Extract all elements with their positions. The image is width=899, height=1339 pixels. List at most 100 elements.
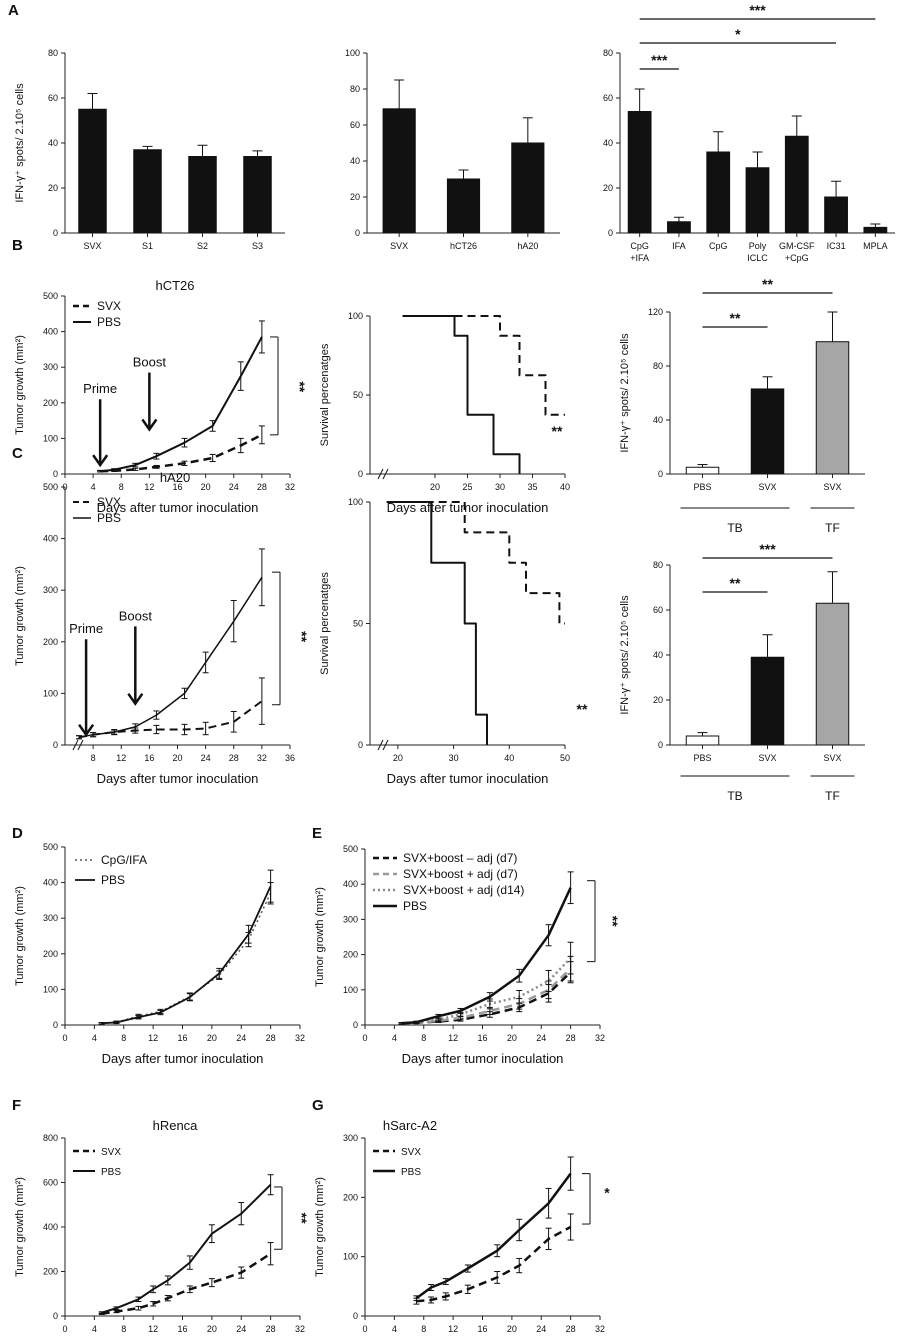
legend-label: PBS [97, 315, 121, 329]
x-tick-label: 4 [392, 1033, 397, 1043]
chart-B2: 0 50 100 Survival percenatges 20 25 30 35 40 Days… [319, 311, 570, 515]
y-tick-label: 100 [348, 497, 363, 507]
bar [815, 341, 850, 475]
y-tick-label: 100 [43, 688, 58, 698]
category-label: SVX [390, 241, 408, 251]
chart-B3: 0 40 80 120 IFN-γ⁺ spots/ 2.10⁵ cells PBS SVX S… [619, 276, 865, 535]
x-tick-label: 12 [148, 1324, 158, 1334]
y-axis-label: IFN-γ⁺ spots/ 2.10⁵ cells [619, 595, 631, 715]
x-tick-label: 0 [62, 1324, 67, 1334]
series-line [100, 336, 263, 473]
bar [784, 135, 809, 234]
x-tick-label: 35 [527, 482, 537, 492]
series-line [402, 315, 521, 474]
y-axis-label: Tumor growth (mm²) [14, 335, 26, 435]
y-tick-label: 100 [345, 48, 360, 58]
legend-label: SVX+boost + adj (d14) [403, 883, 524, 897]
x-tick-label: 28 [229, 753, 239, 763]
series-line [101, 1183, 272, 1314]
bar [685, 735, 720, 746]
y-tick-label: 80 [603, 48, 613, 58]
bar [511, 142, 545, 234]
x-tick-label: 20 [201, 482, 211, 492]
y-tick-label: 100 [43, 984, 58, 994]
y-tick-label: 0 [358, 740, 363, 750]
y-tick-label: 300 [43, 585, 58, 595]
panel-label: G [312, 1097, 324, 1114]
legend-label: SVX+boost – adj (d7) [403, 851, 517, 865]
x-tick-label: 32 [285, 482, 295, 492]
x-tick-label: 24 [236, 1324, 246, 1334]
x-tick-label: 28 [266, 1324, 276, 1334]
bar [685, 466, 720, 475]
chart-title: hRenca [153, 1118, 199, 1133]
y-tick-label: 600 [43, 1178, 58, 1188]
category-label: SVX [83, 241, 101, 251]
series-line [78, 576, 263, 739]
group-label: TF [825, 789, 840, 803]
x-tick-label: 32 [295, 1324, 305, 1334]
legend-label: PBS [101, 1167, 121, 1178]
x-tick-label: 20 [207, 1033, 217, 1043]
group-label: TB [727, 521, 742, 535]
significance-label: ** [762, 276, 773, 292]
y-axis-label: IFN-γ⁺ spots/ 2.10⁵ cells [14, 83, 26, 203]
legend-label: SVX [401, 1147, 421, 1158]
bar [706, 151, 731, 234]
y-tick-label: 60 [350, 120, 360, 130]
arrow-head [141, 418, 158, 432]
x-tick-label: 12 [116, 753, 126, 763]
legend-label: PBS [403, 899, 427, 913]
significance-label: ** [292, 381, 308, 392]
x-tick-label: 24 [236, 1033, 246, 1043]
x-tick-label: 0 [62, 1033, 67, 1043]
x-tick-label: 8 [119, 482, 124, 492]
y-tick-label: 20 [48, 183, 58, 193]
chart-title: hSarc-A2 [383, 1118, 437, 1133]
category-label: hCT26 [450, 241, 477, 251]
x-tick-label: 40 [504, 753, 514, 763]
y-tick-label: 800 [43, 1133, 58, 1143]
y-axis-label: Tumor growth (mm²) [14, 1177, 26, 1277]
y-tick-label: 100 [343, 1252, 358, 1262]
legend-label: PBS [97, 511, 121, 525]
series-line [101, 892, 272, 1024]
bar [78, 108, 107, 234]
series-line [401, 957, 572, 1025]
category-label: +CpG [785, 253, 809, 263]
panel-label: F [12, 1097, 21, 1114]
arrow-label: Prime [69, 621, 103, 636]
y-tick-label: 300 [343, 914, 358, 924]
x-tick-label: 20 [507, 1033, 517, 1043]
y-tick-label: 200 [43, 949, 58, 959]
y-axis-label: Survival percenatges [319, 572, 331, 675]
category-label: hA20 [517, 241, 538, 251]
axis-break [377, 739, 384, 751]
panel-label: A [8, 2, 19, 19]
y-tick-label: 500 [43, 291, 58, 301]
bar [446, 178, 481, 234]
y-tick-label: 200 [343, 950, 358, 960]
significance-label: * [604, 1184, 610, 1200]
x-tick-label: 24 [536, 1033, 546, 1043]
x-axis-title: Days after tumor inoculation [387, 771, 549, 786]
chart-C3: 0 20 40 60 80 IFN-γ⁺ spots/ 2.10⁵ cells PBS SVX… [619, 541, 865, 803]
group-label: TF [825, 521, 840, 535]
chart-F: 0 200 400 600 800 Tumor growth (mm²) 0 4 8 12 16 20… [12, 1097, 310, 1334]
arrow-head [92, 454, 109, 468]
bar [243, 156, 272, 234]
y-tick-label: 20 [653, 695, 663, 705]
significance-label: ** [294, 1213, 310, 1224]
x-tick-label: 16 [177, 1033, 187, 1043]
y-axis-label: Tumor growth (mm²) [314, 1177, 326, 1277]
x-tick-label: 20 [430, 482, 440, 492]
x-tick-label: 4 [92, 1324, 97, 1334]
series-line [401, 887, 572, 1025]
category-label: ICLC [747, 253, 768, 263]
x-tick-label: 8 [121, 1033, 126, 1043]
arrow-head [78, 723, 95, 737]
y-tick-label: 20 [350, 192, 360, 202]
x-axis-title: Days after tumor inoculation [387, 500, 549, 515]
